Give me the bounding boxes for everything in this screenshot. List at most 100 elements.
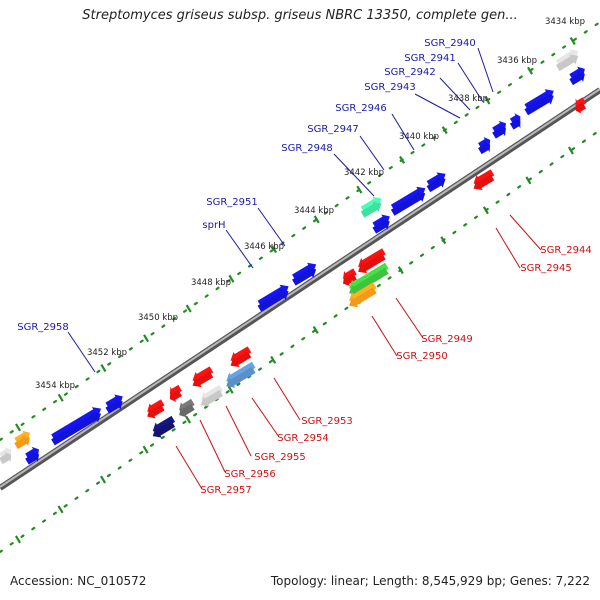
gene-arrow — [0, 446, 12, 465]
gene-arrow-top — [200, 384, 224, 402]
top-gene-label: SGR_2951 — [206, 197, 258, 208]
gene-arrow — [569, 66, 585, 86]
ruler-tick — [482, 206, 489, 215]
ruler-label: 3446 kbp — [244, 242, 284, 252]
gene-arrow-top — [14, 430, 30, 445]
gene-arrow-top — [349, 282, 377, 303]
gene-arrow-top — [358, 248, 386, 269]
gene-arrow — [169, 384, 182, 403]
ruler-tick — [356, 185, 363, 194]
gene-arrow-body — [372, 219, 390, 234]
gene-arrow-top — [147, 399, 165, 414]
gene-arrow — [555, 49, 579, 72]
gene-arrow — [147, 399, 165, 419]
gene-arrow-body — [492, 125, 507, 139]
bottom-label-connector — [371, 315, 398, 357]
bottom-label-connector — [509, 214, 542, 251]
gene-arrow-body — [147, 404, 165, 419]
gene-arrow-body — [569, 71, 585, 86]
bottom-gene-label: SGR_2944 — [540, 245, 592, 256]
ruler-tick — [57, 393, 64, 402]
gene-arrow — [152, 415, 176, 438]
gene-arrow-body — [200, 389, 224, 407]
gene-arrow-top — [152, 415, 176, 433]
bottom-gene-label: SGR_2956 — [224, 469, 276, 480]
gene-arrow-body — [169, 389, 182, 403]
gene-arrow-body — [14, 435, 30, 450]
top-gene-label: SGR_2947 — [307, 124, 359, 135]
ruler-label: 3442 kbp — [344, 168, 384, 178]
gene-arrow-body — [390, 191, 426, 216]
ruler-tick — [525, 176, 532, 185]
gene-arrow-body — [152, 420, 176, 438]
gene-arrow-top — [226, 361, 256, 383]
ruler-label: 3448 kbp — [191, 278, 231, 288]
gene-arrow — [360, 196, 382, 218]
gene-arrow — [349, 262, 389, 295]
gene-arrow — [509, 113, 521, 130]
top-gene-label: SGR_2946 — [335, 103, 387, 114]
top-ruler-track — [0, 20, 600, 442]
gene-arrow — [25, 446, 40, 465]
ruler-tick — [100, 475, 107, 484]
gene-arrow-top — [478, 136, 491, 150]
gene-arrow — [372, 214, 390, 234]
ruler-tick — [440, 236, 447, 245]
gene-arrow — [179, 398, 195, 418]
gene-arrow-body — [226, 366, 256, 388]
gene-arrow-top — [25, 446, 40, 460]
gene-arrow — [492, 120, 507, 139]
bottom-label-connector — [395, 297, 424, 339]
top-gene-label: SGR_2958 — [17, 322, 69, 333]
accession-text: Accession: NC_010572 — [10, 574, 147, 588]
top-label-connector — [257, 207, 286, 247]
ruler-tick — [567, 146, 574, 155]
gene-arrow-body — [192, 371, 214, 388]
gene-arrow-body — [426, 177, 446, 193]
ruler-label: 3438 kbp — [448, 94, 488, 104]
gene-arrow-top — [492, 120, 507, 134]
gene-arrow-body — [230, 351, 252, 368]
bottom-gene-label: SGR_2955 — [254, 452, 306, 463]
ruler-tick — [100, 363, 107, 372]
bottom-label-connector — [251, 397, 280, 438]
gene-labels: SGR_2940 SGR_2941 SGR_2942 SGR_2943 SGR_2946… — [17, 38, 592, 496]
top-label-connector — [333, 153, 375, 197]
gene-arrow-top — [192, 366, 214, 383]
ruler-tick — [14, 535, 21, 544]
gene-arrow — [292, 262, 317, 286]
bottom-label-connector — [225, 405, 252, 457]
gene-arrow — [524, 89, 554, 116]
ruler-tick — [313, 215, 320, 224]
bottom-ruler-track — [0, 128, 600, 554]
bottom-gene-label: SGR_2954 — [277, 433, 329, 444]
top-label-connector — [439, 77, 471, 111]
ruler-label: 3440 kbp — [399, 132, 439, 142]
ruler-tick — [57, 505, 64, 514]
gene-arrow-body — [478, 141, 491, 155]
top-gene-label: SGR_2943 — [364, 82, 416, 93]
gene-arrow-body — [575, 102, 587, 114]
label-connectors — [67, 47, 542, 490]
gene-arrow-body — [358, 253, 386, 274]
top-label-connector — [414, 93, 461, 119]
gene-arrow — [358, 248, 386, 274]
ruler-label: 3454 kbp — [35, 381, 75, 391]
ruler-tick — [397, 266, 404, 275]
ruler-label: 3450 kbp — [138, 313, 178, 323]
gene-arrow-body — [51, 412, 102, 446]
ruler-tick — [441, 126, 448, 135]
bottom-label-connector — [175, 445, 203, 490]
gene-arrow — [575, 97, 587, 114]
gene-arrow — [426, 172, 446, 193]
gene-arrow-body — [349, 287, 377, 308]
top-label-connector — [359, 135, 385, 171]
ruler-tick — [185, 304, 192, 313]
bottom-label-connector — [199, 419, 226, 473]
gene-arrow — [200, 384, 224, 407]
gene-arrow-body — [524, 94, 554, 116]
gene-arrow-body — [292, 267, 317, 286]
gene-features — [0, 49, 587, 465]
gene-arrow — [390, 186, 426, 216]
top-label-connector — [391, 113, 415, 151]
